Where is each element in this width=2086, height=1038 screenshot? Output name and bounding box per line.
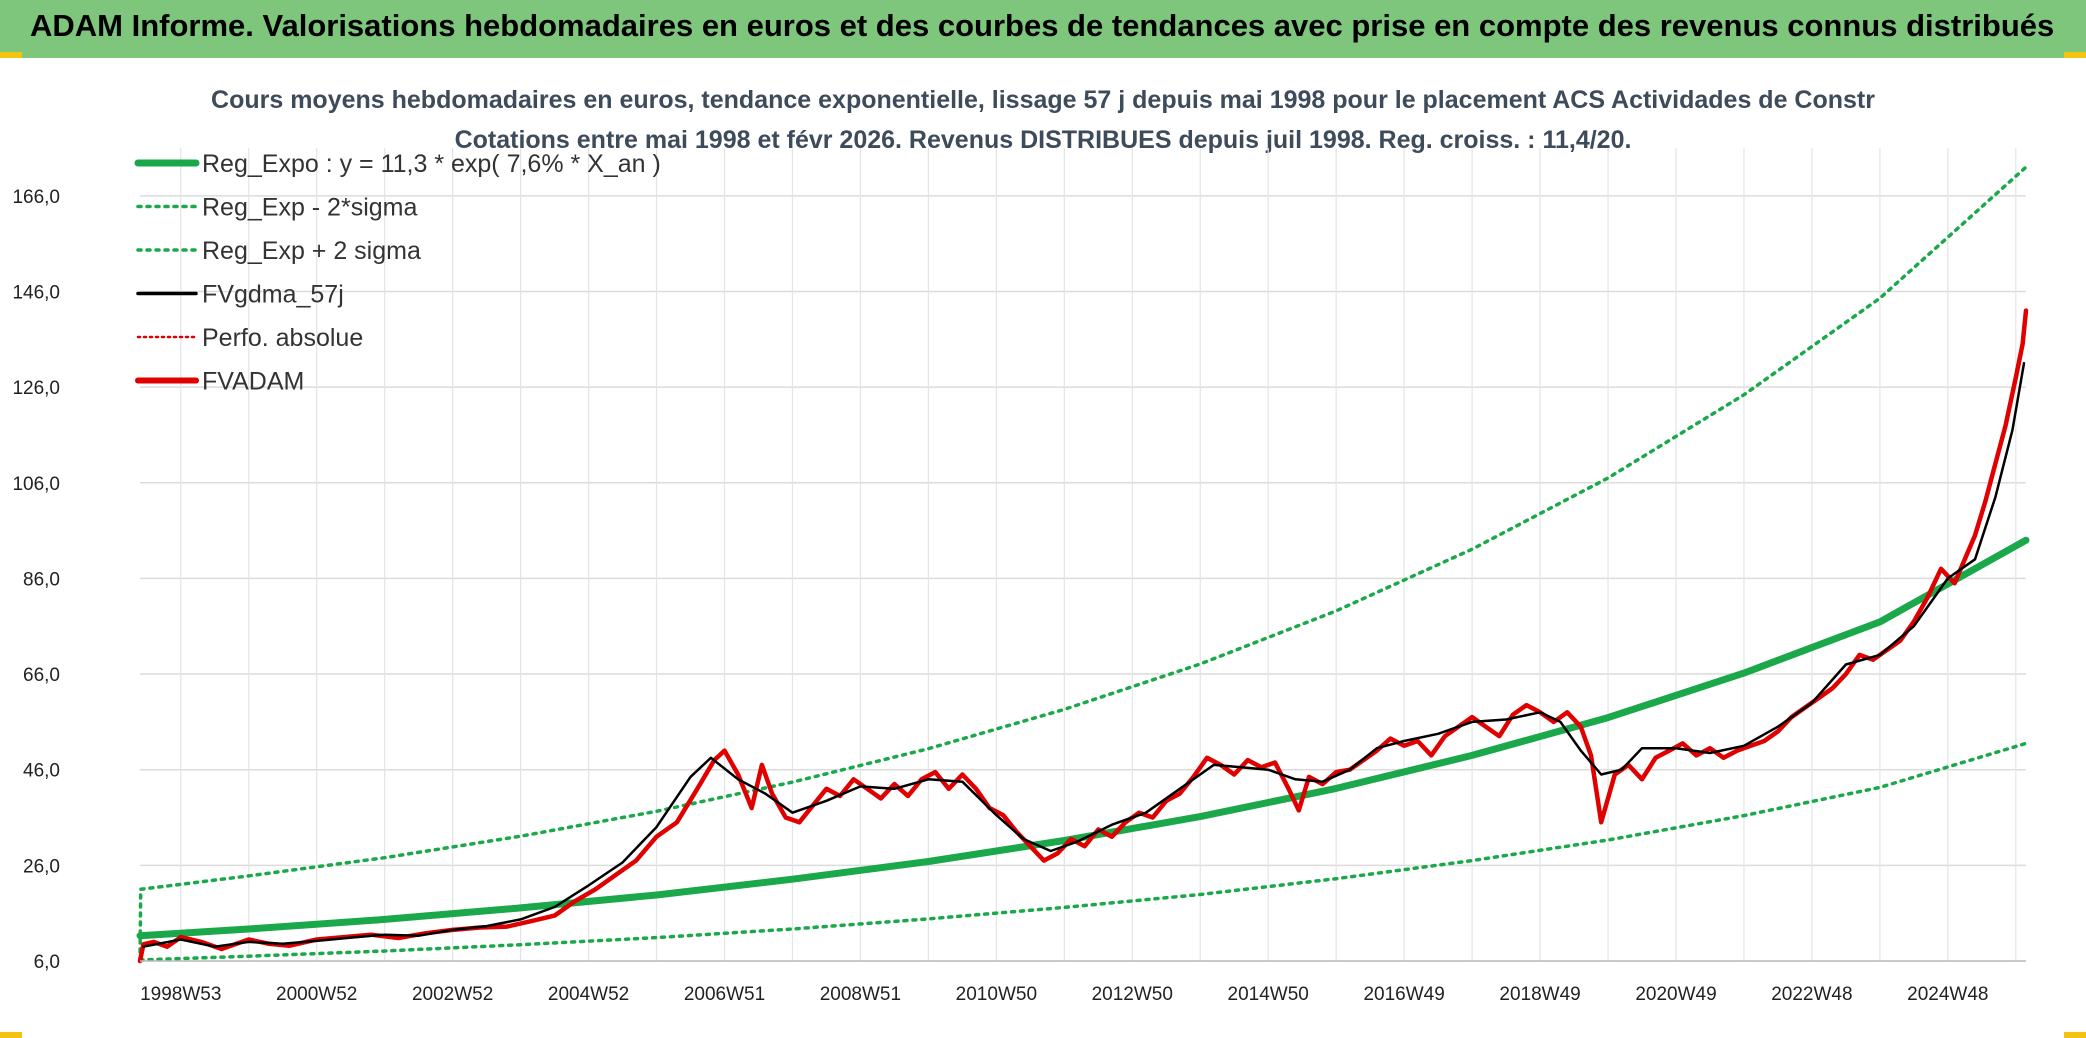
corner-marker (0, 1032, 22, 1038)
x-tick-label: 2018W49 (1499, 984, 1580, 1005)
x-tick-label: 2022W48 (1771, 984, 1852, 1005)
series-fvadam-line (137, 308, 2029, 964)
y-tick-label: 126,0 (12, 378, 60, 399)
x-tick-label: 2010W50 (956, 984, 1037, 1005)
x-tick-label: 2016W49 (1363, 984, 1444, 1005)
y-tick-label: 6,0 (34, 952, 60, 973)
y-tick-label: 166,0 (12, 187, 60, 208)
legend-label: Perfo. absolue (202, 324, 363, 352)
report-header: ADAM Informe. Valorisations hebdomadaire… (0, 0, 2086, 58)
legend-label: FVADAM (202, 368, 304, 396)
x-tick-label: 2008W51 (820, 984, 901, 1005)
y-tick-label: 66,0 (23, 665, 60, 686)
legend-label: FVgdma_57j (202, 281, 344, 309)
x-tick-label: 2014W50 (1228, 984, 1309, 1005)
x-tick-label: 2012W50 (1092, 984, 1173, 1005)
legend-label: Reg_Expo : y = 11,3 * exp( 7,6% * X_an ) (202, 150, 661, 178)
series-reg-plus-2sigma-line (138, 165, 2028, 963)
x-tick-label: 2006W51 (684, 984, 765, 1005)
legend-label: Reg_Exp + 2 sigma (202, 237, 421, 265)
y-tick-label: 106,0 (12, 474, 60, 495)
x-tick-label: 2020W49 (1635, 984, 1716, 1005)
series-reg-minus-2sigma-line (138, 741, 2028, 962)
y-tick-label: 86,0 (23, 569, 60, 590)
corner-marker (0, 52, 22, 58)
chart-title: Cours moyens hebdomadaires en euros, ten… (211, 86, 1875, 114)
x-tick-label: 1998W53 (140, 984, 221, 1005)
chart-subtitle: Cotations entre mai 1998 et févr 2026. R… (455, 126, 1632, 154)
y-tick-label: 146,0 (12, 282, 60, 303)
x-tick-label: 2004W52 (548, 984, 629, 1005)
legend-label: Reg_Exp - 2*sigma (202, 194, 417, 222)
y-tick-label: 26,0 (23, 856, 60, 877)
trend-chart: Cours moyens hebdomadaires en euros, ten… (12, 86, 2030, 1005)
y-tick-label: 46,0 (23, 761, 60, 782)
report-title: ADAM Informe. Valorisations hebdomadaire… (30, 8, 2055, 43)
series-reg-expo-line (136, 536, 2030, 940)
x-tick-label: 2024W48 (1907, 984, 1988, 1005)
x-tick-label: 2000W52 (276, 984, 357, 1005)
corner-marker (2064, 1032, 2086, 1038)
series-fvgdma-57j-line (142, 361, 2026, 948)
x-tick-label: 2002W52 (412, 984, 493, 1005)
corner-marker (2064, 52, 2086, 58)
